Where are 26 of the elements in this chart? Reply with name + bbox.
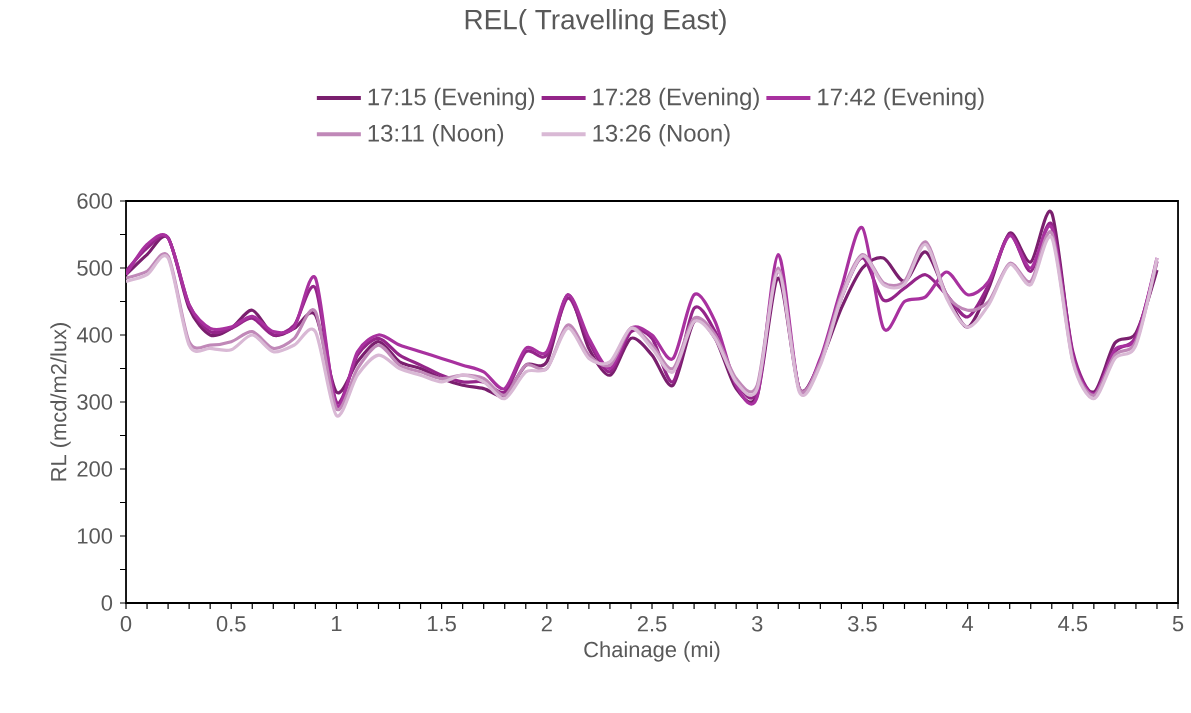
legend-label: 17:28 (Evening) <box>593 87 759 111</box>
y-tick-label: 0 <box>101 595 113 611</box>
y-axis-title: RL (mcd/m2/lux) <box>50 323 71 481</box>
legend-label: 13:26 (Noon) <box>593 124 730 147</box>
x-tick-label: 2.5 <box>637 616 667 632</box>
x-tick-label: 0.5 <box>216 616 246 632</box>
x-tick-label: 5 <box>1172 616 1184 632</box>
x-tick-label: 0 <box>120 616 132 632</box>
x-tick-label: 1 <box>331 616 342 632</box>
x-tick-label: 4.5 <box>1058 616 1088 632</box>
legend-label: 17:42 (Evening) <box>818 87 984 111</box>
y-tick-label: 500 <box>77 260 113 276</box>
y-tick-label: 300 <box>77 394 113 410</box>
legend-label: 13:11 (Noon) <box>368 124 504 147</box>
x-tick-label: 3 <box>751 616 763 632</box>
legend-label: 17:15 (Evening) <box>368 87 535 111</box>
x-tick-label: 1.5 <box>428 616 456 632</box>
x-tick-label: 2 <box>541 616 552 632</box>
x-tick-label: 4 <box>962 616 974 632</box>
y-tick-label: 200 <box>77 461 113 477</box>
x-axis-title: Chainage (mi) <box>584 641 720 662</box>
x-tick-label: 3.5 <box>848 616 877 632</box>
y-tick-label: 100 <box>78 528 113 544</box>
y-tick-label: 600 <box>77 193 113 209</box>
chart-title: REL( Travelling East) <box>465 8 726 35</box>
y-tick-label: 400 <box>76 327 113 343</box>
